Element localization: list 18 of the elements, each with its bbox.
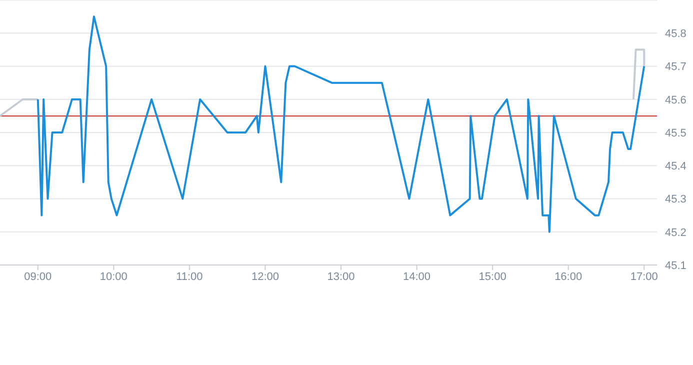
y-tick-label: 45.2 [665, 226, 686, 239]
x-tick-label: 15:00 [478, 270, 506, 283]
y-tick-label: 45.1 [665, 260, 686, 272]
x-tick-label: 13:00 [327, 270, 355, 283]
y-tick-label: 45.6 [665, 94, 686, 106]
line-series [36, 16, 646, 233]
y-tick-label: 45.7 [665, 61, 686, 74]
x-tick-label: 16:00 [554, 270, 582, 283]
y-tick-label: 45.4 [665, 160, 686, 173]
y-tick-label: 45.3 [665, 194, 686, 206]
x-tick-label: 14:00 [403, 270, 431, 283]
x-tick-label: 10:00 [100, 270, 128, 283]
y-tick-label: 45.8 [665, 28, 686, 40]
x-tick-label: 09:00 [24, 270, 52, 283]
y-tick-label: 45.5 [665, 127, 686, 140]
x-tick-label: 11:00 [176, 270, 203, 283]
x-tick-label: 17:00 [630, 270, 658, 283]
x-tick-label: 12:00 [251, 270, 279, 283]
